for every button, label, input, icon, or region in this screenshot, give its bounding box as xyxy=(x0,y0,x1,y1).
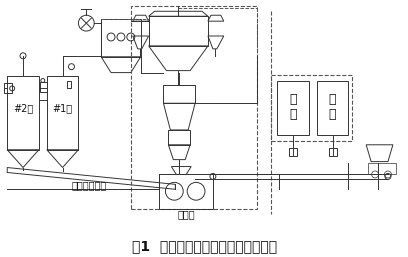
Bar xyxy=(159,175,213,209)
Bar xyxy=(4,84,12,93)
Bar xyxy=(7,76,39,150)
Bar xyxy=(47,76,78,150)
Bar xyxy=(368,163,396,175)
Bar xyxy=(164,85,195,103)
Bar xyxy=(67,80,71,88)
Bar xyxy=(131,6,257,209)
Bar xyxy=(149,16,208,46)
Bar xyxy=(101,19,141,57)
Text: 石
膏: 石 膏 xyxy=(289,93,297,121)
Text: #1库: #1库 xyxy=(53,103,73,113)
Bar xyxy=(169,130,190,145)
Text: 辊压机: 辊压机 xyxy=(177,209,195,219)
Text: 熟
料: 熟 料 xyxy=(329,93,336,121)
Bar xyxy=(317,80,348,135)
Text: 空气输送斜槽: 空气输送斜槽 xyxy=(72,180,107,190)
Bar xyxy=(328,148,337,156)
Text: 图1  新增水泥预粉磨工艺流程示意图: 图1 新增水泥预粉磨工艺流程示意图 xyxy=(133,240,277,254)
Bar xyxy=(277,80,309,135)
Bar xyxy=(40,82,47,92)
Bar xyxy=(271,75,353,141)
Bar xyxy=(289,148,297,156)
Text: #2库: #2库 xyxy=(13,103,33,113)
